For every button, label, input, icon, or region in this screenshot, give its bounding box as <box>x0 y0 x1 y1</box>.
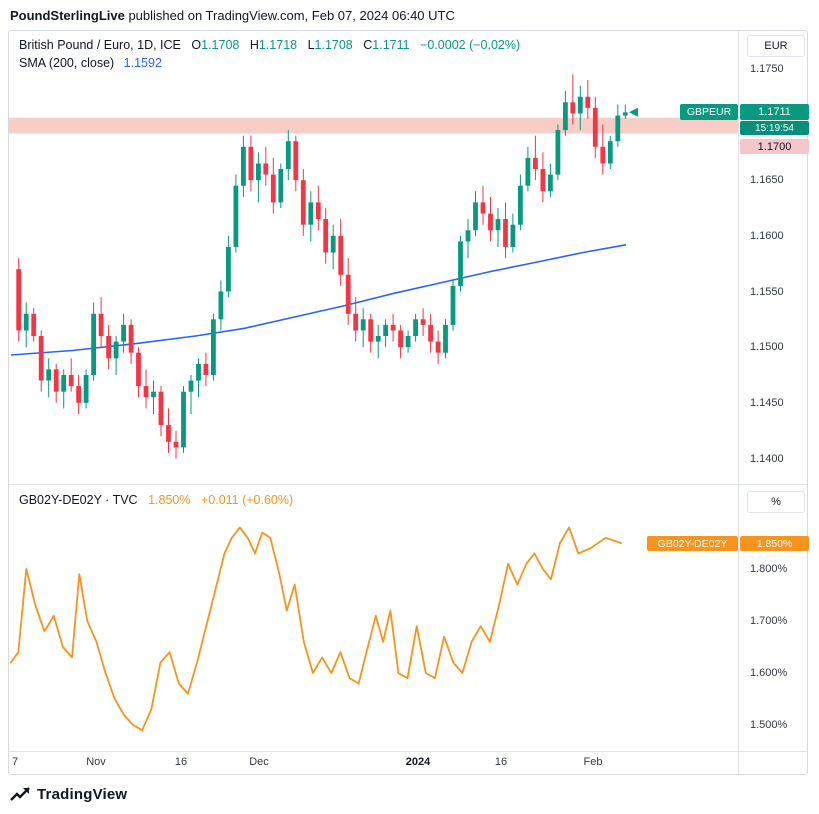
spread-last-value: 1.850% <box>756 537 793 550</box>
price-axis-label: 1.1650 <box>750 174 784 186</box>
spread-pane-legend: GB02Y-DE02Y · TVC 1.850% +0.011 (+0.60%) <box>19 493 293 507</box>
candlestick-series[interactable] <box>16 74 628 459</box>
time-axis-label: Nov <box>86 756 106 768</box>
percent-axis-label: 1.700% <box>750 615 788 627</box>
time-axis-label: Dec <box>249 756 269 768</box>
percent-axis-label: 1.800% <box>750 563 788 575</box>
last-price-value: 1.1711 <box>758 106 791 118</box>
price-axis-label: 1.1750 <box>750 63 784 75</box>
last-price-arrow-icon <box>629 107 638 117</box>
publish-info: published on TradingView.com, Feb 07, 20… <box>124 8 455 23</box>
time-axis-label: Feb <box>583 756 603 768</box>
spread-series-flag: GB02Y-DE02Y <box>647 536 738 551</box>
time-axis-label: 16 <box>494 756 508 768</box>
symbol-flag-label: GBPEUR <box>686 106 732 118</box>
level-price-value: 1.1700 <box>757 140 792 153</box>
pane-divider[interactable] <box>9 484 807 485</box>
percent-unit-box[interactable]: % <box>747 491 805 513</box>
tradingview-logo-icon <box>10 787 30 801</box>
sma-label[interactable]: SMA (200, close) <box>19 56 115 70</box>
time-axis-divider <box>9 751 807 752</box>
resistance-band <box>9 117 738 134</box>
close-value: 1.1711 <box>372 38 410 52</box>
symbol-title[interactable]: British Pound / Euro, 1D, ICE <box>19 38 181 52</box>
time-axis-label: 16 <box>174 756 188 768</box>
price-axis-label: 1.1500 <box>750 341 784 353</box>
currency-unit-box[interactable]: EUR <box>747 35 805 57</box>
time-axis-label: 7 <box>11 756 19 768</box>
tradingview-attribution[interactable]: TradingView <box>10 786 127 803</box>
spread-change: +0.011 (+0.60%) <box>200 493 294 507</box>
open-value: 1.1708 <box>201 38 240 52</box>
price-scale-separator <box>738 31 739 774</box>
spread-line[interactable] <box>10 526 622 732</box>
currency-unit-label: EUR <box>764 40 788 52</box>
attribution-header: PoundSterlingLive published on TradingVi… <box>10 8 455 23</box>
change-value: −0.0002 (−0.02%) <box>420 38 521 52</box>
sma-value: 1.1592 <box>123 56 162 70</box>
price-axis-label: 1.1550 <box>750 286 784 298</box>
high-key: H <box>249 38 259 52</box>
percent-axis-label: 1.600% <box>750 667 788 679</box>
high-value: 1.1718 <box>258 38 298 52</box>
tradingview-wordmark: TradingView <box>37 786 128 803</box>
sma-200-line[interactable] <box>10 244 627 356</box>
percent-axis-label: 1.500% <box>750 719 788 731</box>
chart-canvas[interactable] <box>9 31 807 774</box>
level-price-label: 1.1700 <box>740 139 809 154</box>
spread-symbol-title[interactable]: GB02Y-DE02Y · TVC <box>19 493 138 507</box>
spread-value: 1.850% <box>148 493 191 507</box>
low-key: L <box>307 38 315 52</box>
chart-card: British Pound / Euro, 1D, ICE O1.1708 H1… <box>8 30 809 775</box>
close-key: C <box>363 38 373 52</box>
bar-countdown-value: 15:19:54 <box>755 122 794 134</box>
symbol-price-flag: GBPEUR <box>680 104 738 120</box>
price-axis-label: 1.1600 <box>750 230 784 242</box>
percent-unit-label: % <box>771 496 781 508</box>
sma-legend: SMA (200, close) 1.1592 <box>19 56 162 70</box>
publisher-name: PoundSterlingLive <box>10 8 125 23</box>
last-price-label: 1.1711 <box>740 104 809 120</box>
spread-flag-label: GB02Y-DE02Y <box>657 537 728 550</box>
bar-countdown-label: 15:19:54 <box>740 121 809 135</box>
price-axis-label: 1.1400 <box>750 453 784 465</box>
open-key: O <box>191 38 202 52</box>
time-axis-label: 2024 <box>405 756 431 768</box>
price-pane-legend: British Pound / Euro, 1D, ICE O1.1708 H1… <box>19 38 520 52</box>
spread-last-value-label: 1.850% <box>740 536 809 551</box>
low-value: 1.1708 <box>314 38 353 52</box>
price-axis-label: 1.1450 <box>750 397 784 409</box>
